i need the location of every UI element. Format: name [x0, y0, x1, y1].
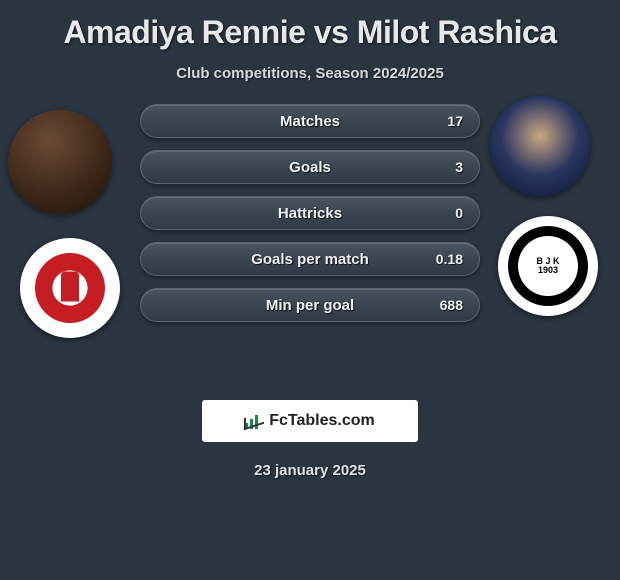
team-right-badge: B J K1903 — [498, 216, 598, 316]
page-subtitle: Club competitions, Season 2024/2025 — [176, 65, 444, 82]
player-right-avatar — [490, 96, 590, 196]
stat-value-right: 0.18 — [436, 251, 463, 267]
antalyaspor-icon — [35, 253, 105, 323]
main-area: B J K1903 Matches 17 Goals 3 Hattricks 0… — [0, 110, 620, 390]
besiktas-icon: B J K1903 — [508, 226, 588, 306]
stats-list: Matches 17 Goals 3 Hattricks 0 Goals per… — [140, 104, 480, 334]
stat-value-right: 688 — [440, 297, 463, 313]
stat-row-hattricks: Hattricks 0 — [140, 196, 480, 230]
stat-label: Goals — [289, 159, 331, 176]
brand-box[interactable]: FcTables.com — [202, 400, 418, 442]
date-label: 23 january 2025 — [254, 462, 366, 479]
page-title: Amadiya Rennie vs Milot Rashica — [63, 14, 556, 51]
stat-row-goals: Goals 3 — [140, 150, 480, 184]
stat-row-matches: Matches 17 — [140, 104, 480, 138]
fctables-logo-icon — [245, 413, 263, 429]
brand-text: FcTables.com — [269, 412, 375, 430]
stat-row-min-per-goal: Min per goal 688 — [140, 288, 480, 322]
stat-value-right: 17 — [447, 113, 463, 129]
comparison-card: Amadiya Rennie vs Milot Rashica Club com… — [0, 0, 620, 489]
team-left-badge — [20, 238, 120, 338]
stat-label: Matches — [280, 113, 340, 130]
stat-label: Min per goal — [266, 297, 354, 314]
stat-row-goals-per-match: Goals per match 0.18 — [140, 242, 480, 276]
stat-value-right: 0 — [455, 205, 463, 221]
stat-label: Goals per match — [251, 251, 369, 268]
stat-label: Hattricks — [278, 205, 342, 222]
besiktas-badge-text: B J K1903 — [536, 257, 559, 275]
stat-value-right: 3 — [455, 159, 463, 175]
player-left-avatar — [8, 110, 112, 214]
